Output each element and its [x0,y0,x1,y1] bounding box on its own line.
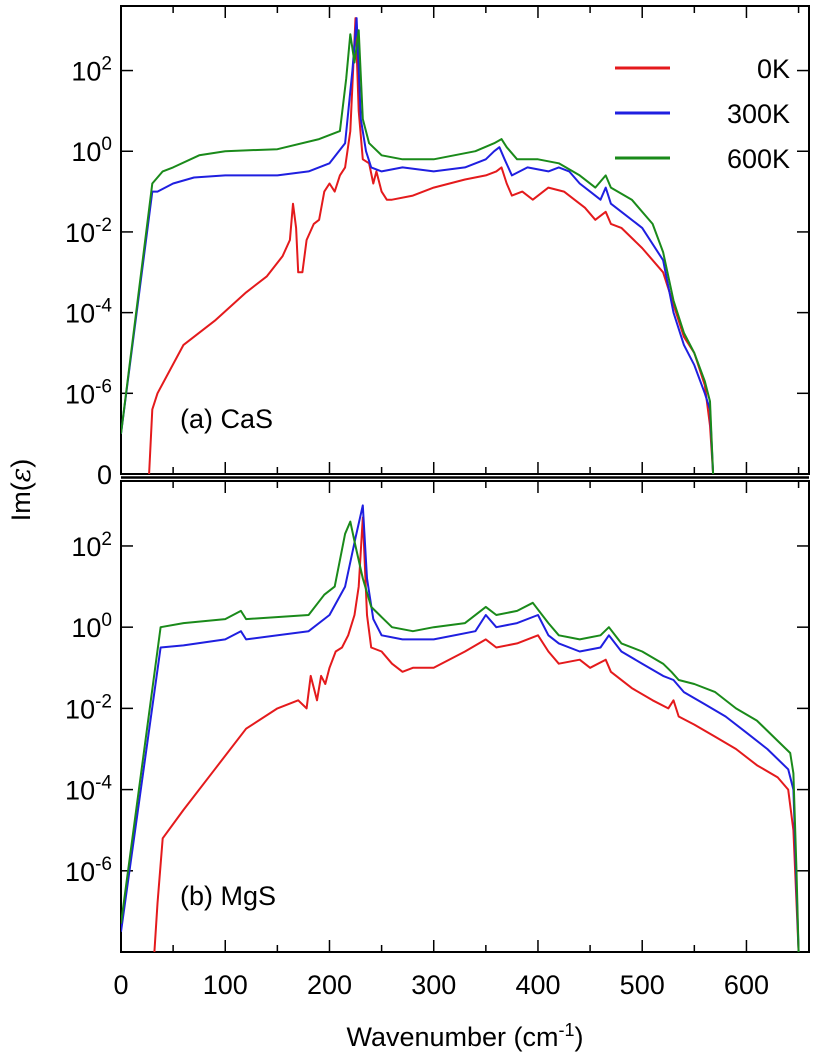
y-tick-label: 100 [71,134,112,167]
y-axis-title-symbol: ε [6,468,37,483]
panel-b-series-0k [153,516,800,952]
x-axis-title-sup: -1 [559,1020,575,1040]
legend-label-0k: 0K [757,54,790,84]
y-tick-label: 10-4 [65,773,112,806]
panel-a-series-600k [121,29,715,474]
x-tick-label: 500 [620,970,665,1000]
panel-b-label: (b) MgS [180,881,276,911]
panel-a-label: (a) CaS [180,404,273,434]
y-axis-title: Im(ε) [6,459,37,521]
x-tick-label: 400 [515,970,560,1000]
y-tick-label: 102 [71,54,112,87]
panel-b-series-300k [121,504,800,952]
y-axis-title-end: ) [6,459,36,468]
y-tick-label: 10-2 [65,215,112,248]
y-tick-label: 102 [71,529,112,562]
x-tick-label: 600 [724,970,769,1000]
y-tick-label: 0 [97,460,112,490]
legend-label-600k: 600K [727,144,790,174]
panel-b-series-600k [121,520,800,952]
legend-label-300k: 300K [727,99,790,129]
y-tick-label: 10-6 [65,854,112,887]
x-axis-title-main: Wavenumber (cm [346,1022,558,1052]
panel-a-series-0k [148,17,715,474]
panel-a-series-300k [121,17,715,474]
y-axis-title-main: Im( [6,482,36,521]
x-axis-title: Wavenumber (cm-1) [346,1020,583,1052]
panel-b-frame [120,480,810,953]
x-tick-label: 300 [411,970,456,1000]
panel-a-frame [120,5,810,475]
y-tick-label: 10-2 [65,691,112,724]
x-tick-label: 0 [113,970,128,1000]
y-tick-label: 10-4 [65,296,112,329]
y-tick-label: 100 [71,610,112,643]
x-tick-label: 200 [307,970,352,1000]
x-tick-label: 100 [203,970,248,1000]
y-tick-label: 10-6 [65,376,112,409]
x-axis-title-end: ) [575,1022,584,1052]
